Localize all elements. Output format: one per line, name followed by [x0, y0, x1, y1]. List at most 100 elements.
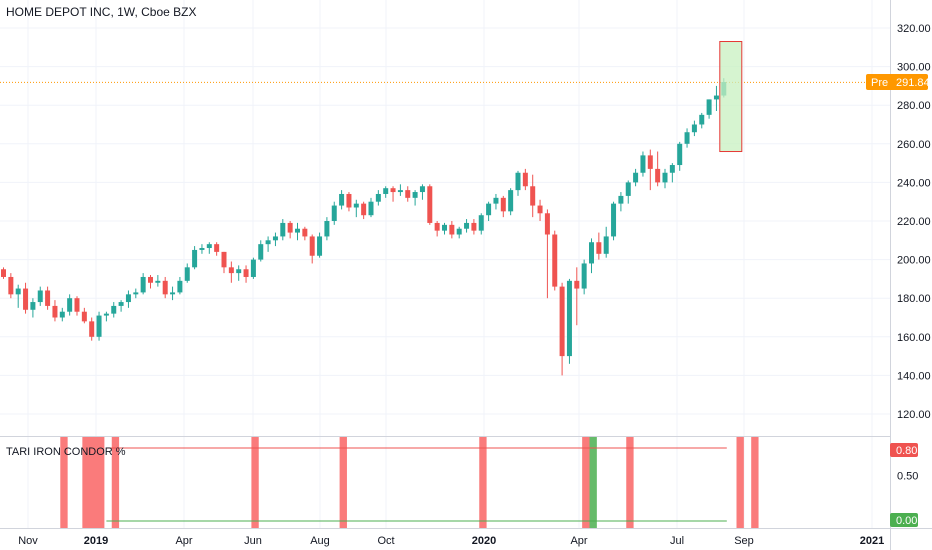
candle-body — [23, 288, 29, 310]
price-axis[interactable]: 120.00 140.00 160.00 180.00 200.00 220.00 240.… — [897, 23, 931, 421]
price-tick-label: 240.00 — [897, 177, 931, 189]
candle — [706, 99, 712, 119]
candle — [59, 307, 65, 322]
candle — [691, 120, 697, 137]
candle — [640, 151, 646, 177]
candle-body — [596, 242, 602, 254]
candle-body — [221, 251, 227, 268]
candle-body — [243, 269, 249, 277]
candle-body — [375, 193, 381, 202]
time-tick-label: Apr — [570, 535, 587, 547]
candle — [331, 201, 337, 225]
indicator-signal-bar — [251, 437, 259, 528]
time-tick-label: 2020 — [472, 535, 496, 547]
price-tick-label: 180.00 — [897, 293, 931, 305]
candle-body — [713, 95, 719, 100]
candle — [228, 261, 234, 283]
candle — [596, 232, 602, 260]
candle-body — [486, 203, 492, 216]
candle-body — [346, 193, 352, 208]
time-tick-label: Nov — [18, 535, 38, 547]
candle-body — [412, 192, 418, 198]
candle — [30, 298, 36, 318]
candle — [486, 201, 492, 221]
indicator-signal-bar — [82, 437, 105, 528]
candle-body — [103, 313, 109, 316]
candle — [669, 163, 675, 183]
candle-body — [500, 197, 506, 212]
candle — [214, 242, 220, 256]
time-tick-label: 2021 — [860, 535, 884, 547]
candle — [162, 276, 168, 299]
candle — [677, 141, 683, 171]
candle-body — [8, 276, 14, 295]
price-tick-label: 200.00 — [897, 255, 931, 267]
candle-body — [633, 172, 639, 183]
candle — [464, 219, 470, 233]
indicator-axis[interactable]: 0.50 — [897, 470, 918, 482]
candle-body — [59, 311, 65, 318]
candle — [434, 221, 440, 237]
candle — [1, 267, 6, 279]
candle — [258, 240, 264, 262]
candle-body — [302, 228, 308, 237]
candle-body — [640, 155, 646, 173]
candle — [353, 199, 359, 218]
candle — [295, 222, 300, 241]
candle-body — [383, 188, 389, 194]
candle-body — [559, 286, 565, 357]
candle-body — [192, 249, 198, 268]
candle — [272, 232, 278, 247]
candle-body — [89, 321, 95, 337]
indicator-signal-bar — [479, 437, 487, 528]
candle — [655, 151, 661, 187]
candle-body — [81, 311, 87, 322]
candle — [15, 284, 21, 308]
candle — [280, 219, 286, 241]
candle-body — [655, 168, 661, 183]
candle-body — [405, 190, 411, 198]
candle-body — [434, 222, 440, 231]
candle-body — [493, 197, 499, 204]
indicator-lower-badge — [890, 513, 918, 527]
last-price-label: Pre 291.84 — [866, 74, 930, 90]
candle — [148, 275, 153, 289]
candle-body — [155, 280, 161, 283]
candle — [559, 282, 565, 376]
last-price-prefix: Pre — [871, 77, 888, 89]
candle — [192, 246, 198, 270]
candle-body — [52, 305, 58, 318]
candle — [133, 288, 139, 299]
candle-body — [317, 236, 323, 256]
candle — [581, 259, 587, 295]
candle-body — [508, 190, 514, 212]
candle — [89, 317, 95, 341]
highlight-box-rect — [719, 41, 743, 153]
candle — [537, 199, 543, 221]
candle — [530, 174, 536, 218]
candle-body — [464, 222, 470, 229]
candle-body — [647, 155, 653, 169]
candle-body — [96, 315, 102, 337]
candle — [713, 85, 719, 111]
candle-body — [339, 193, 345, 206]
candle — [427, 184, 433, 225]
price-tick-label: 160.00 — [897, 332, 931, 344]
candle — [368, 197, 374, 218]
candle-body — [706, 99, 712, 115]
candle-body — [170, 292, 176, 295]
indicator-title: TARI IRON CONDOR % — [6, 446, 126, 458]
candle — [74, 296, 80, 316]
candle-body — [199, 248, 205, 250]
candle-body — [603, 236, 609, 254]
candle — [412, 190, 418, 206]
indicator-signal-bar — [626, 437, 634, 528]
candle — [515, 170, 521, 196]
indicator-upper-badge — [890, 443, 918, 457]
candle — [471, 219, 477, 235]
time-axis[interactable]: Nov 2019 Apr Jun Aug Oct 2020 Apr Jul Sep 2021 — [18, 535, 884, 547]
candle-body — [419, 186, 425, 193]
candle-body — [125, 294, 131, 303]
